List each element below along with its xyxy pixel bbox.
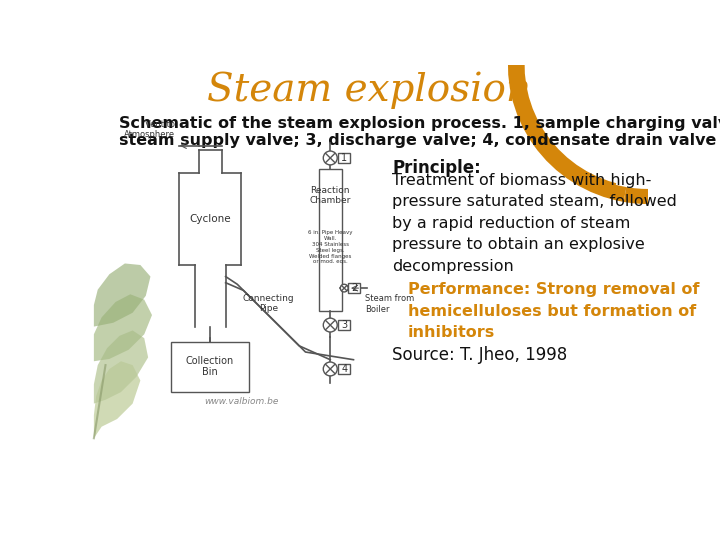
Text: 4: 4 [341, 364, 347, 374]
Text: Connecting
Pipe: Connecting Pipe [243, 294, 294, 313]
FancyBboxPatch shape [87, 62, 651, 484]
Polygon shape [179, 150, 241, 327]
Bar [171, 342, 249, 392]
Text: Steam explosion: Steam explosion [207, 71, 531, 109]
Text: www.valbiom.be: www.valbiom.be [204, 397, 279, 406]
Text: Reaction
Chamber: Reaction Chamber [310, 186, 351, 205]
Text: 2: 2 [351, 283, 357, 293]
Bar [338, 363, 351, 374]
Circle shape [341, 284, 348, 292]
Text: 6 in. Pipe Heavy
Wall.
304 Stainless
Steel legs.
Welded flanges
or mod. eqs.: 6 in. Pipe Heavy Wall. 304 Stainless Ste… [308, 231, 353, 265]
Polygon shape [94, 361, 140, 438]
Circle shape [323, 151, 337, 165]
Text: Performance: Strong removal of
hemicelluloses but formation of
inhibitors: Performance: Strong removal of hemicellu… [408, 282, 699, 340]
Bar [348, 283, 361, 294]
Polygon shape [94, 294, 152, 361]
Bar [319, 168, 342, 311]
Circle shape [323, 362, 337, 376]
Text: Cyclone: Cyclone [189, 214, 231, 224]
Bar [338, 153, 351, 164]
Text: Schematic of the steam explosion process. 1, sample charging valve; 2,
steam sup: Schematic of the steam explosion process… [120, 116, 720, 148]
Text: Treatment of biomass with high-
pressure saturated steam, followed
by a rapid re: Treatment of biomass with high- pressure… [392, 173, 677, 274]
Text: 3: 3 [341, 320, 347, 330]
Text: Collection
Bin: Collection Bin [186, 356, 234, 377]
Text: 1: 1 [341, 153, 347, 163]
Bar [338, 320, 351, 330]
Polygon shape [94, 264, 150, 327]
Polygon shape [94, 330, 148, 403]
Circle shape [323, 318, 337, 332]
Text: Principle:: Principle: [392, 159, 481, 177]
Text: Steam from
Boiler: Steam from Boiler [365, 294, 415, 314]
Text: Source: T. Jheo, 1998: Source: T. Jheo, 1998 [392, 346, 567, 364]
Text: Vent to
Atmosphere: Vent to Atmosphere [124, 120, 175, 139]
